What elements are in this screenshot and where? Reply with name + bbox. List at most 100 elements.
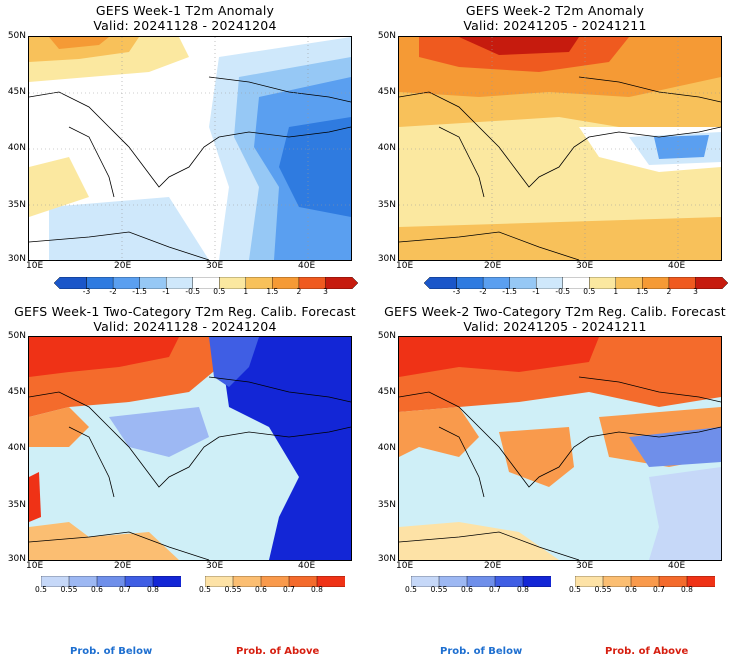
colorbar-tick-label: 0.55: [224, 585, 242, 594]
lat-label: 35N: [377, 200, 396, 210]
panel-subtitle: Valid: 20241128 - 20241204: [93, 18, 277, 33]
colorbar-tick-label: 0.5: [405, 585, 417, 594]
colorbar-tick-label: 2: [666, 287, 672, 296]
panel-subtitle: Valid: 20241205 - 20241211: [463, 18, 647, 33]
anomaly-field: [399, 37, 721, 260]
colorbar-tick-label: 0.8: [681, 585, 693, 594]
colorbar-tick-label: 1.5: [636, 287, 649, 296]
lon-label: 40E: [298, 561, 316, 571]
colorbar-swatch: [325, 276, 359, 290]
prob-below-colorbar: [40, 572, 182, 588]
colorbar-tick-label: -3: [82, 287, 91, 296]
prob-below-label: Prob. of Below: [440, 646, 523, 657]
colorbar-tick-label: 3: [323, 287, 328, 296]
prob-above-colorbar: [574, 572, 716, 588]
map-week2-anomaly: [398, 36, 722, 261]
colorbar-tick-label: -0.5: [555, 287, 571, 296]
panel-title: GEFS Week-1 T2m Anomaly: [95, 3, 275, 18]
colorbar-swatches: [423, 276, 729, 290]
colorbar-tick-label: 0.7: [653, 585, 665, 594]
panel-week2-anomaly: GEFS Week-2 T2m Anomaly Valid: 20241205 …: [370, 0, 740, 300]
lat-label: 40N: [7, 143, 26, 153]
map-week1-probability: [28, 336, 352, 561]
panel-subtitle: Valid: 20241128 - 20241204: [93, 319, 277, 334]
panel-title: GEFS Week-2 Two-Category T2m Reg. Calib.…: [384, 304, 726, 319]
colorbar-tick-label: -2: [479, 287, 487, 296]
lon-label: 10E: [26, 561, 44, 571]
colorbar-tick-label: 0.7: [119, 585, 131, 594]
map-week1-anomaly: [28, 36, 352, 261]
lat-label: 45N: [7, 87, 26, 97]
colorbar-tick-label: 0.8: [311, 585, 323, 594]
colorbar-tick-label: 0.8: [517, 585, 529, 594]
colorbar-tick-label: 0.55: [60, 585, 78, 594]
colorbar-tick-label: 0.5: [213, 287, 226, 296]
anomaly-colorbar: [423, 274, 729, 290]
prob-below-colorbar: [410, 572, 552, 588]
lat-label: 30N: [7, 554, 26, 564]
anomaly-colorbar: [53, 274, 359, 290]
colorbar-tick-label: 0.5: [35, 585, 47, 594]
lat-label: 40N: [377, 143, 396, 153]
lat-label: 40N: [377, 443, 396, 453]
lon-label: 40E: [298, 261, 316, 271]
panel-title: GEFS Week-1 Two-Category T2m Reg. Calib.…: [14, 304, 356, 319]
colorbar-tick-label: -0.5: [185, 287, 201, 296]
panel-week1-anomaly: GEFS Week-1 T2m Anomaly Valid: 20241128 …: [0, 0, 370, 300]
colorbar-ticks: -3 -2 -1.5 -1 -0.5 0.5 1 1.5 2 3: [424, 287, 728, 297]
colorbar-tick-label: 0.5: [199, 585, 211, 594]
lon-label: 30E: [206, 561, 224, 571]
lon-label: 20E: [114, 261, 132, 271]
lat-label: 30N: [377, 254, 396, 264]
anomaly-field: [29, 37, 351, 260]
lon-label: 30E: [576, 261, 594, 271]
prob-above-colorbar: [204, 572, 346, 588]
colorbar-tick-label: 1: [613, 287, 619, 296]
lat-label: 35N: [7, 200, 26, 210]
prob-above-label: Prob. of Above: [605, 646, 689, 657]
colorbar-tick-label: -1: [532, 287, 540, 296]
colorbar-tick-label: -1: [162, 287, 170, 296]
colorbar-tick-label: -1.5: [132, 287, 147, 296]
map-week2-probability: [398, 336, 722, 561]
colorbar-tick-label: 0.7: [283, 585, 295, 594]
colorbar-ticks: 0.5 0.55 0.6 0.7 0.8: [569, 585, 715, 595]
lon-label: 40E: [668, 261, 686, 271]
colorbar-tick-label: -2: [109, 287, 117, 296]
lon-label: 30E: [206, 261, 224, 271]
lat-label: 50N: [377, 31, 396, 41]
colorbar-tick-label: -3: [452, 287, 461, 296]
colorbar-swatches: [53, 276, 359, 290]
colorbar-tick-label: 0.6: [461, 585, 473, 594]
lon-label: 30E: [576, 561, 594, 571]
panel-subtitle: Valid: 20241205 - 20241211: [463, 319, 647, 334]
colorbar-tick-label: 0.6: [91, 585, 103, 594]
colorbar-swatch: [695, 276, 729, 290]
lat-label: 40N: [7, 443, 26, 453]
colorbar-tick-label: 0.8: [147, 585, 159, 594]
lat-label: 35N: [377, 500, 396, 510]
probability-field: [399, 337, 721, 560]
lat-label: 45N: [7, 387, 26, 397]
panel-title: GEFS Week-2 T2m Anomaly: [465, 3, 645, 18]
colorbar-tick-label: -1.5: [502, 287, 517, 296]
lat-label: 50N: [377, 331, 396, 341]
lon-label: 10E: [396, 561, 414, 571]
lat-label: 50N: [7, 331, 26, 341]
lon-label: 10E: [396, 261, 414, 271]
panel-week1-probability: GEFS Week-1 Two-Category T2m Reg. Calib.…: [0, 300, 370, 600]
colorbar-tick-label: 0.7: [489, 585, 501, 594]
lon-label: 40E: [668, 561, 686, 571]
lat-label: 30N: [377, 554, 396, 564]
lon-label: 10E: [26, 261, 44, 271]
lon-label: 20E: [484, 261, 502, 271]
lat-label: 45N: [377, 387, 396, 397]
colorbar-tick-label: 0.5: [569, 585, 581, 594]
panel-week2-probability: GEFS Week-2 Two-Category T2m Reg. Calib.…: [370, 300, 740, 600]
lat-label: 50N: [7, 31, 26, 41]
colorbar-tick-label: 1.5: [266, 287, 279, 296]
colorbar-tick-label: 0.55: [594, 585, 612, 594]
colorbar-tick-label: 0.6: [255, 585, 267, 594]
colorbar-ticks: -3 -2 -1.5 -1 -0.5 0.5 1 1.5 2 3: [54, 287, 358, 297]
colorbar-tick-label: 3: [693, 287, 698, 296]
